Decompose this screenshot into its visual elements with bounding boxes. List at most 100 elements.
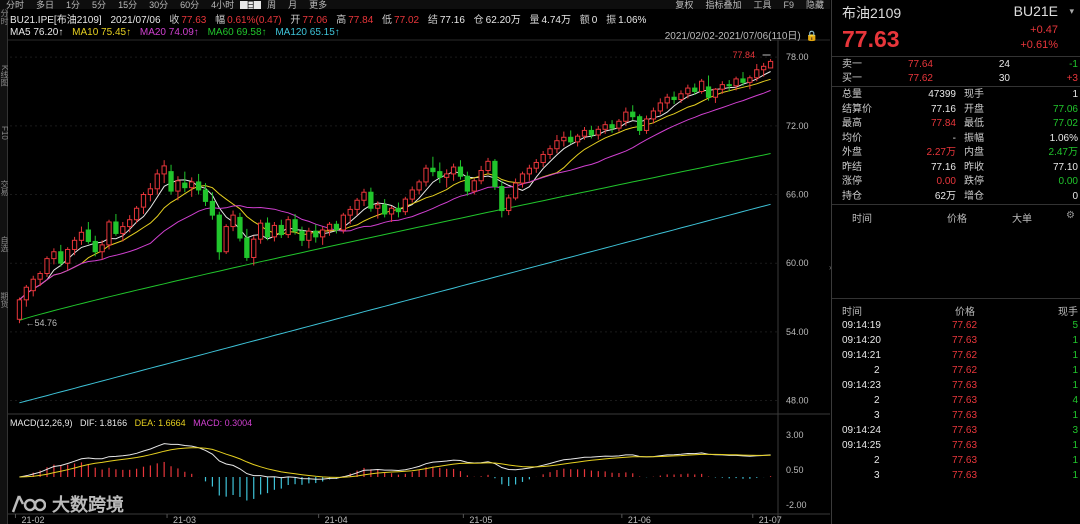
stats-row: 持仓 62万 增仓 0 [842, 190, 1078, 204]
candle-body [388, 207, 395, 215]
candle-body [705, 86, 712, 98]
tick-time: 2 [874, 365, 880, 376]
stat-value: 62万 [934, 190, 956, 202]
toolbar-tab[interactable]: 周 [267, 0, 277, 10]
candle-body [678, 93, 684, 101]
toolbar-right-item[interactable]: 指标叠加 [705, 0, 742, 10]
tick-row: 09:14:21 77.62 1 [842, 348, 1078, 363]
macd-dif: DIF: 1.8166 [80, 418, 128, 428]
stats-row: 涨停 0.00 跌停 0.00 [842, 175, 1078, 189]
toolbar-tab[interactable]: 60分 [180, 0, 200, 10]
kline-chart-area[interactable]: 48.00 54.00 60.00 66.00 72.00 78.00 21-02 21-03… [8, 0, 830, 524]
macd-dif-line [19, 443, 771, 480]
divider [832, 298, 1080, 299]
stats-row: 最高 77.84 最低 77.02 [842, 117, 1078, 131]
stat-label: 跌停 [964, 176, 984, 187]
dropdown-icon[interactable]: ▾ [1069, 6, 1074, 16]
tick-row: 2 77.63 4 [842, 393, 1078, 408]
panel-change: +0.47 [1030, 24, 1058, 36]
candle-body [547, 148, 553, 155]
candle-body [195, 181, 202, 191]
settings-icon[interactable]: ⚙ [1066, 210, 1075, 221]
candle-body [58, 251, 64, 264]
candle-body [616, 120, 622, 129]
candle-body [492, 160, 498, 188]
candle-body [23, 286, 29, 301]
left-nav-item[interactable]: K线图 [0, 65, 9, 87]
toolbar-right: 复权 指标叠加 工具 F9 隐藏 [669, 0, 830, 10]
candle-body [37, 273, 43, 280]
toolbar-tab[interactable]: 5分 [92, 0, 107, 10]
candle-body [202, 189, 209, 202]
toolbar-right-item[interactable]: 工具 [753, 0, 772, 10]
candle-body [636, 116, 643, 131]
ma20-line [19, 89, 771, 301]
lock-icon[interactable]: 🔒 [805, 31, 818, 42]
candle-body [464, 175, 470, 192]
candle-body [333, 223, 340, 231]
candle-body [361, 191, 367, 201]
stat-label: 增仓 [964, 190, 984, 202]
tick-row: 09:14:24 77.63 3 [842, 423, 1078, 438]
orderbook-change: +3 [1066, 73, 1078, 84]
candle-body [719, 84, 725, 90]
stats-row: 结算价 77.16 开盘 77.06 [842, 103, 1078, 117]
toolbar-tab[interactable]: 日 [240, 1, 262, 9]
left-nav-item[interactable]: 期货 [0, 292, 9, 309]
candle-body [85, 229, 91, 242]
x-tick-label: 21-02 [21, 515, 44, 524]
tick-time: 2 [874, 395, 880, 406]
orderbook-vol: 24 [998, 59, 1010, 70]
candle-body [574, 135, 581, 143]
candle-body [671, 96, 677, 101]
candle-body [154, 173, 160, 190]
candle-body [423, 167, 429, 183]
orderbook-row: 买一 77.62 30 +3 [842, 72, 1078, 86]
toolbar-right-item[interactable]: 复权 [675, 0, 694, 10]
candle-body [712, 88, 719, 98]
candle-body [699, 80, 705, 93]
tick-price: 77.63 [952, 455, 978, 466]
toolbar-tab[interactable]: 多日 [36, 0, 55, 10]
candle-body [630, 111, 636, 118]
close-label: 收 [169, 15, 180, 26]
stat-label: 最低 [964, 118, 984, 129]
left-nav-item[interactable]: 自选 [0, 236, 9, 253]
toolbar-right-item[interactable]: F9 [783, 0, 794, 10]
left-nav-item[interactable]: 交易 [0, 180, 9, 197]
left-nav-item[interactable]: 分时 [0, 9, 9, 25]
low-value: 77.02 [394, 15, 420, 26]
stat-label: 结算价 [842, 103, 872, 115]
candle-body [457, 166, 464, 177]
toolbar-tab[interactable]: 30分 [149, 0, 169, 10]
y-tick-label: 48.00 [786, 396, 809, 406]
candle-body [237, 216, 243, 239]
tick-row: 09:14:20 77.63 1 [842, 333, 1078, 348]
vol-value: 4.74万 [541, 15, 571, 26]
tick-price: 77.63 [952, 335, 978, 346]
toolbar-tab[interactable]: 4小时 [211, 0, 235, 10]
stat-value: 2.47万 [1048, 147, 1078, 158]
left-nav-item[interactable]: F10 [0, 126, 9, 141]
kline-chart[interactable]: 48.00 54.00 60.00 66.00 72.00 78.00 21-02 21-03… [8, 0, 830, 524]
toolbar-tab[interactable]: 15分 [118, 0, 138, 10]
candle-body [581, 129, 588, 137]
toolbar-tab[interactable]: 月 [288, 0, 298, 10]
x-tick-label: 21-03 [173, 515, 196, 524]
candle-body [244, 237, 250, 258]
divider [832, 56, 1080, 57]
stat-label: 均价 [842, 132, 862, 144]
macd-dea-line [19, 447, 771, 478]
orderbook-price: 77.62 [907, 73, 933, 84]
toolbar-tab[interactable]: 分时 [6, 0, 25, 10]
change-label: 幅 [215, 15, 226, 26]
date-range-label[interactable]: 2021/02/02-2021/07/06(110日) 🔒 [665, 27, 818, 42]
stat-value: 77.16 [930, 161, 956, 173]
stat-label: 开盘 [964, 103, 984, 115]
toolbar-tab[interactable]: 1分 [66, 0, 81, 10]
stat-value: 1 [1072, 89, 1078, 100]
toolbar-tab[interactable]: 更多 [309, 0, 328, 10]
toolbar-right-item[interactable]: 隐藏 [805, 0, 824, 10]
candle-body [313, 230, 319, 238]
macd-title: MACD(12,26,9) [10, 418, 73, 428]
